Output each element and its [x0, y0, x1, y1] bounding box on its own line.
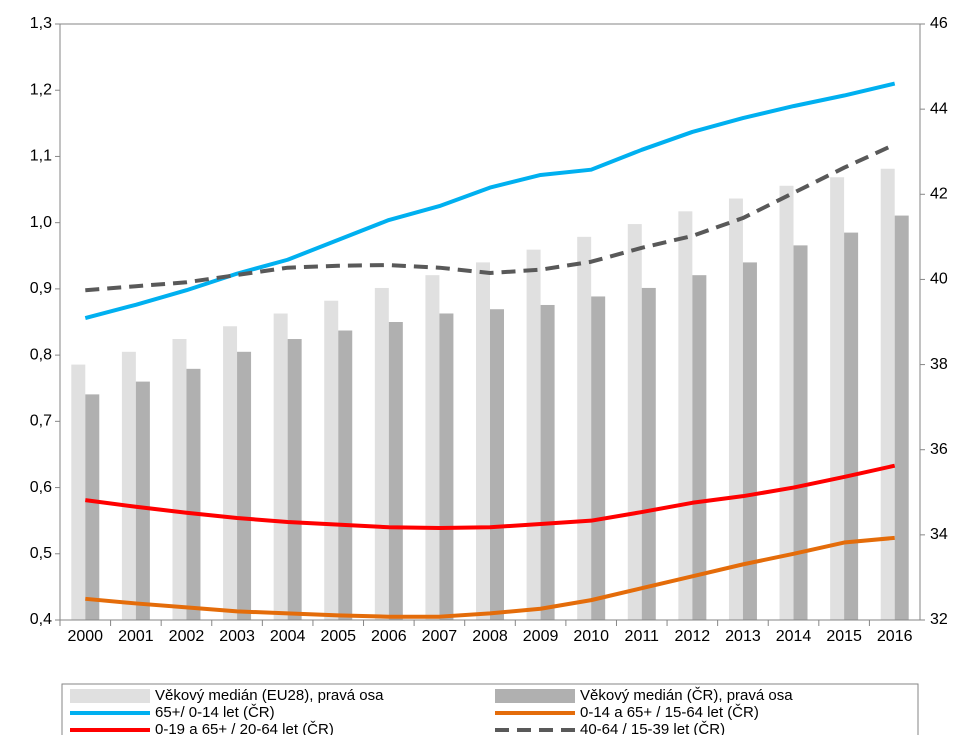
y-tick-label: 0,6 — [30, 479, 52, 496]
y-tick-label: 1,0 — [30, 214, 52, 231]
plot-frame — [59, 23, 921, 621]
bar — [223, 326, 238, 620]
x-tick-label: 2000 — [67, 628, 103, 645]
bar — [476, 262, 490, 620]
bar — [490, 309, 504, 620]
y-tick-label: 0,9 — [30, 280, 52, 297]
legend-swatch — [495, 689, 575, 703]
bar — [678, 211, 693, 621]
bar — [540, 304, 555, 620]
y-tick-label: 1,1 — [30, 148, 52, 165]
y-tick-label: 0,8 — [30, 346, 52, 363]
legend-label: 65+/ 0-14 let (ČR) — [155, 704, 275, 721]
bar — [172, 339, 187, 620]
legend-label: Věkový medián (ČR), pravá osa — [580, 687, 793, 704]
bar — [793, 245, 808, 620]
legend-label: 40-64 / 15-39 let (ČR) — [580, 721, 725, 735]
x-tick-label: 2015 — [826, 628, 862, 645]
x-tick-label: 2010 — [573, 628, 609, 645]
legend-swatch — [70, 689, 150, 703]
y-tick-label: 1,2 — [30, 81, 52, 98]
bar — [577, 236, 592, 620]
bar — [135, 381, 150, 620]
bar — [71, 364, 86, 620]
bar — [844, 232, 859, 620]
bar — [742, 262, 757, 620]
x-tick-label: 2014 — [776, 628, 812, 645]
bar — [388, 322, 403, 620]
y2-tick-label: 34 — [930, 526, 948, 543]
bar — [641, 287, 656, 620]
bar — [287, 339, 302, 620]
legend-label: 0-19 a 65+ / 20-64 let (ČR) — [155, 721, 334, 735]
y-tick-label: 0,7 — [30, 413, 52, 430]
bar — [830, 177, 845, 620]
bar — [627, 224, 642, 621]
bar — [779, 185, 794, 620]
bar — [880, 168, 895, 620]
y2-tick-label: 36 — [930, 441, 948, 458]
x-tick-label: 2001 — [118, 628, 154, 645]
bar — [591, 296, 606, 620]
bar — [894, 215, 909, 621]
x-tick-label: 2016 — [877, 628, 913, 645]
line-series — [85, 142, 896, 293]
bar — [273, 313, 288, 620]
line-series — [85, 463, 896, 530]
bar — [425, 275, 440, 620]
x-tick-label: 2013 — [725, 628, 761, 645]
y2-tick-label: 46 — [930, 15, 948, 32]
x-tick-label: 2005 — [320, 628, 356, 645]
x-tick-label: 2007 — [422, 628, 458, 645]
bar — [324, 300, 339, 620]
x-tick-label: 2012 — [675, 628, 711, 645]
x-tick-label: 2003 — [219, 628, 255, 645]
bar — [85, 394, 100, 620]
bar — [439, 313, 454, 620]
legend: Věkový medián (EU28), pravá osa Věkový me… — [61, 683, 919, 735]
line-series — [85, 535, 895, 619]
bar — [374, 287, 389, 620]
x-tick-label: 2002 — [169, 628, 205, 645]
legend-box — [61, 683, 919, 735]
y2-tick-label: 44 — [930, 100, 948, 117]
y2-tick-label: 32 — [930, 611, 948, 628]
bar — [237, 351, 252, 620]
x-tick-label: 2006 — [371, 628, 407, 645]
bar — [121, 351, 136, 620]
x-tick-label: 2004 — [270, 628, 306, 645]
legend-label: 0-14 a 65+ / 15-64 let (ČR) — [580, 704, 759, 721]
y-tick-label: 0,5 — [30, 545, 52, 562]
bar — [692, 275, 707, 620]
y-tick-label: 0,4 — [30, 611, 52, 628]
legend-label: Věkový medián (EU28), pravá osa — [155, 687, 384, 704]
y-tick-label: 1,3 — [30, 15, 52, 32]
bar — [728, 198, 743, 621]
x-tick-label: 2008 — [472, 628, 508, 645]
bar — [186, 368, 201, 620]
x-tick-label: 2011 — [625, 628, 660, 645]
x-tick-label: 2009 — [523, 628, 559, 645]
bar — [526, 249, 541, 620]
y2-tick-label: 38 — [930, 356, 948, 373]
bar — [338, 330, 353, 620]
y2-tick-label: 40 — [930, 271, 948, 288]
y2-tick-label: 42 — [930, 186, 948, 203]
